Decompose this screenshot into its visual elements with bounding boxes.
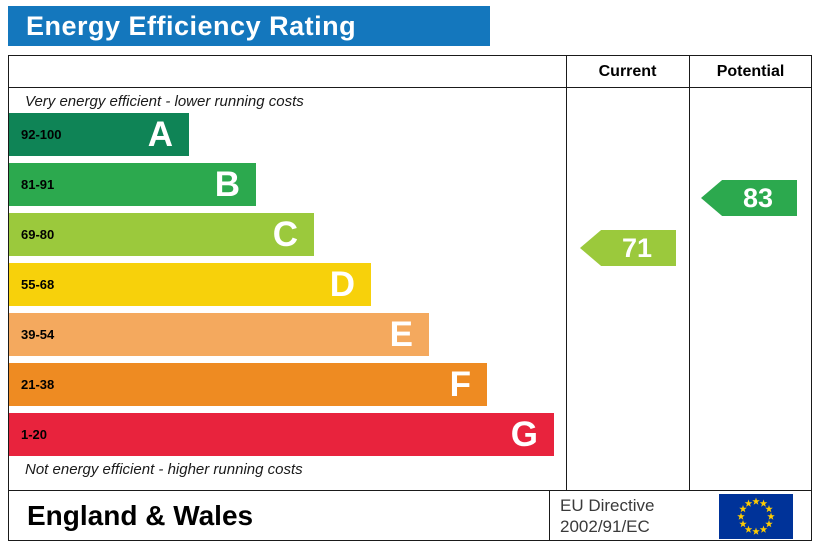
potential-rating-arrow: 83 <box>701 180 797 216</box>
chart-title-bar: Energy Efficiency Rating <box>8 6 490 46</box>
eu-directive-label: EU Directive 2002/91/EC <box>549 491 715 540</box>
current-rating-arrow: 71 <box>580 230 676 266</box>
band-range: 92-100 <box>21 127 62 142</box>
band-letter: A <box>147 115 173 154</box>
band-f: 21-38 F <box>9 363 487 406</box>
bottom-note: Not energy efficient - higher running co… <box>25 461 303 478</box>
band-letter: F <box>449 365 471 404</box>
band-range: 1-20 <box>21 427 48 442</box>
chart-header-row: Current Potential <box>9 56 811 88</box>
band-range: 69-80 <box>21 227 55 242</box>
eu-flag-icon <box>719 494 793 539</box>
band-c: 69-80 C <box>9 213 314 256</box>
band-range: 81-91 <box>21 177 55 192</box>
current-column <box>566 56 689 490</box>
band-range: 39-54 <box>21 327 55 342</box>
chart-title: Energy Efficiency Rating <box>26 10 357 41</box>
band-e: 39-54 E <box>9 313 429 356</box>
current-column-header: Current <box>598 63 657 80</box>
region-label: England & Wales <box>27 499 254 531</box>
potential-column-header: Potential <box>716 63 785 80</box>
potential-column <box>689 56 812 490</box>
band-letter: D <box>329 265 355 304</box>
band-letter: E <box>389 315 413 354</box>
eu-directive-line1: EU Directive <box>560 496 655 515</box>
band-a: 92-100 A <box>9 113 189 156</box>
band-letter: G <box>510 415 538 454</box>
band-b: 81-91 B <box>9 163 256 206</box>
eu-directive-line2: 2002/91/EC <box>560 517 650 537</box>
potential-rating-value: 83 <box>742 182 774 213</box>
top-note: Very energy efficient - lower running co… <box>25 93 304 110</box>
band-d: 55-68 D <box>9 263 371 306</box>
band-g: 1-20 G <box>9 413 554 456</box>
band-letter: B <box>214 165 240 204</box>
chart-box: Current Potential Very energy efficient … <box>8 55 812 491</box>
current-rating-value: 71 <box>621 232 653 263</box>
footer-bar: England & Wales EU Directive 2002/91/EC <box>8 490 812 541</box>
rating-bands: 92-100 A 81-91 B 69-80 C 55-68 D 39-54 E… <box>9 113 566 463</box>
band-letter: C <box>272 215 298 254</box>
band-range: 55-68 <box>21 277 55 292</box>
band-range: 21-38 <box>21 377 55 392</box>
